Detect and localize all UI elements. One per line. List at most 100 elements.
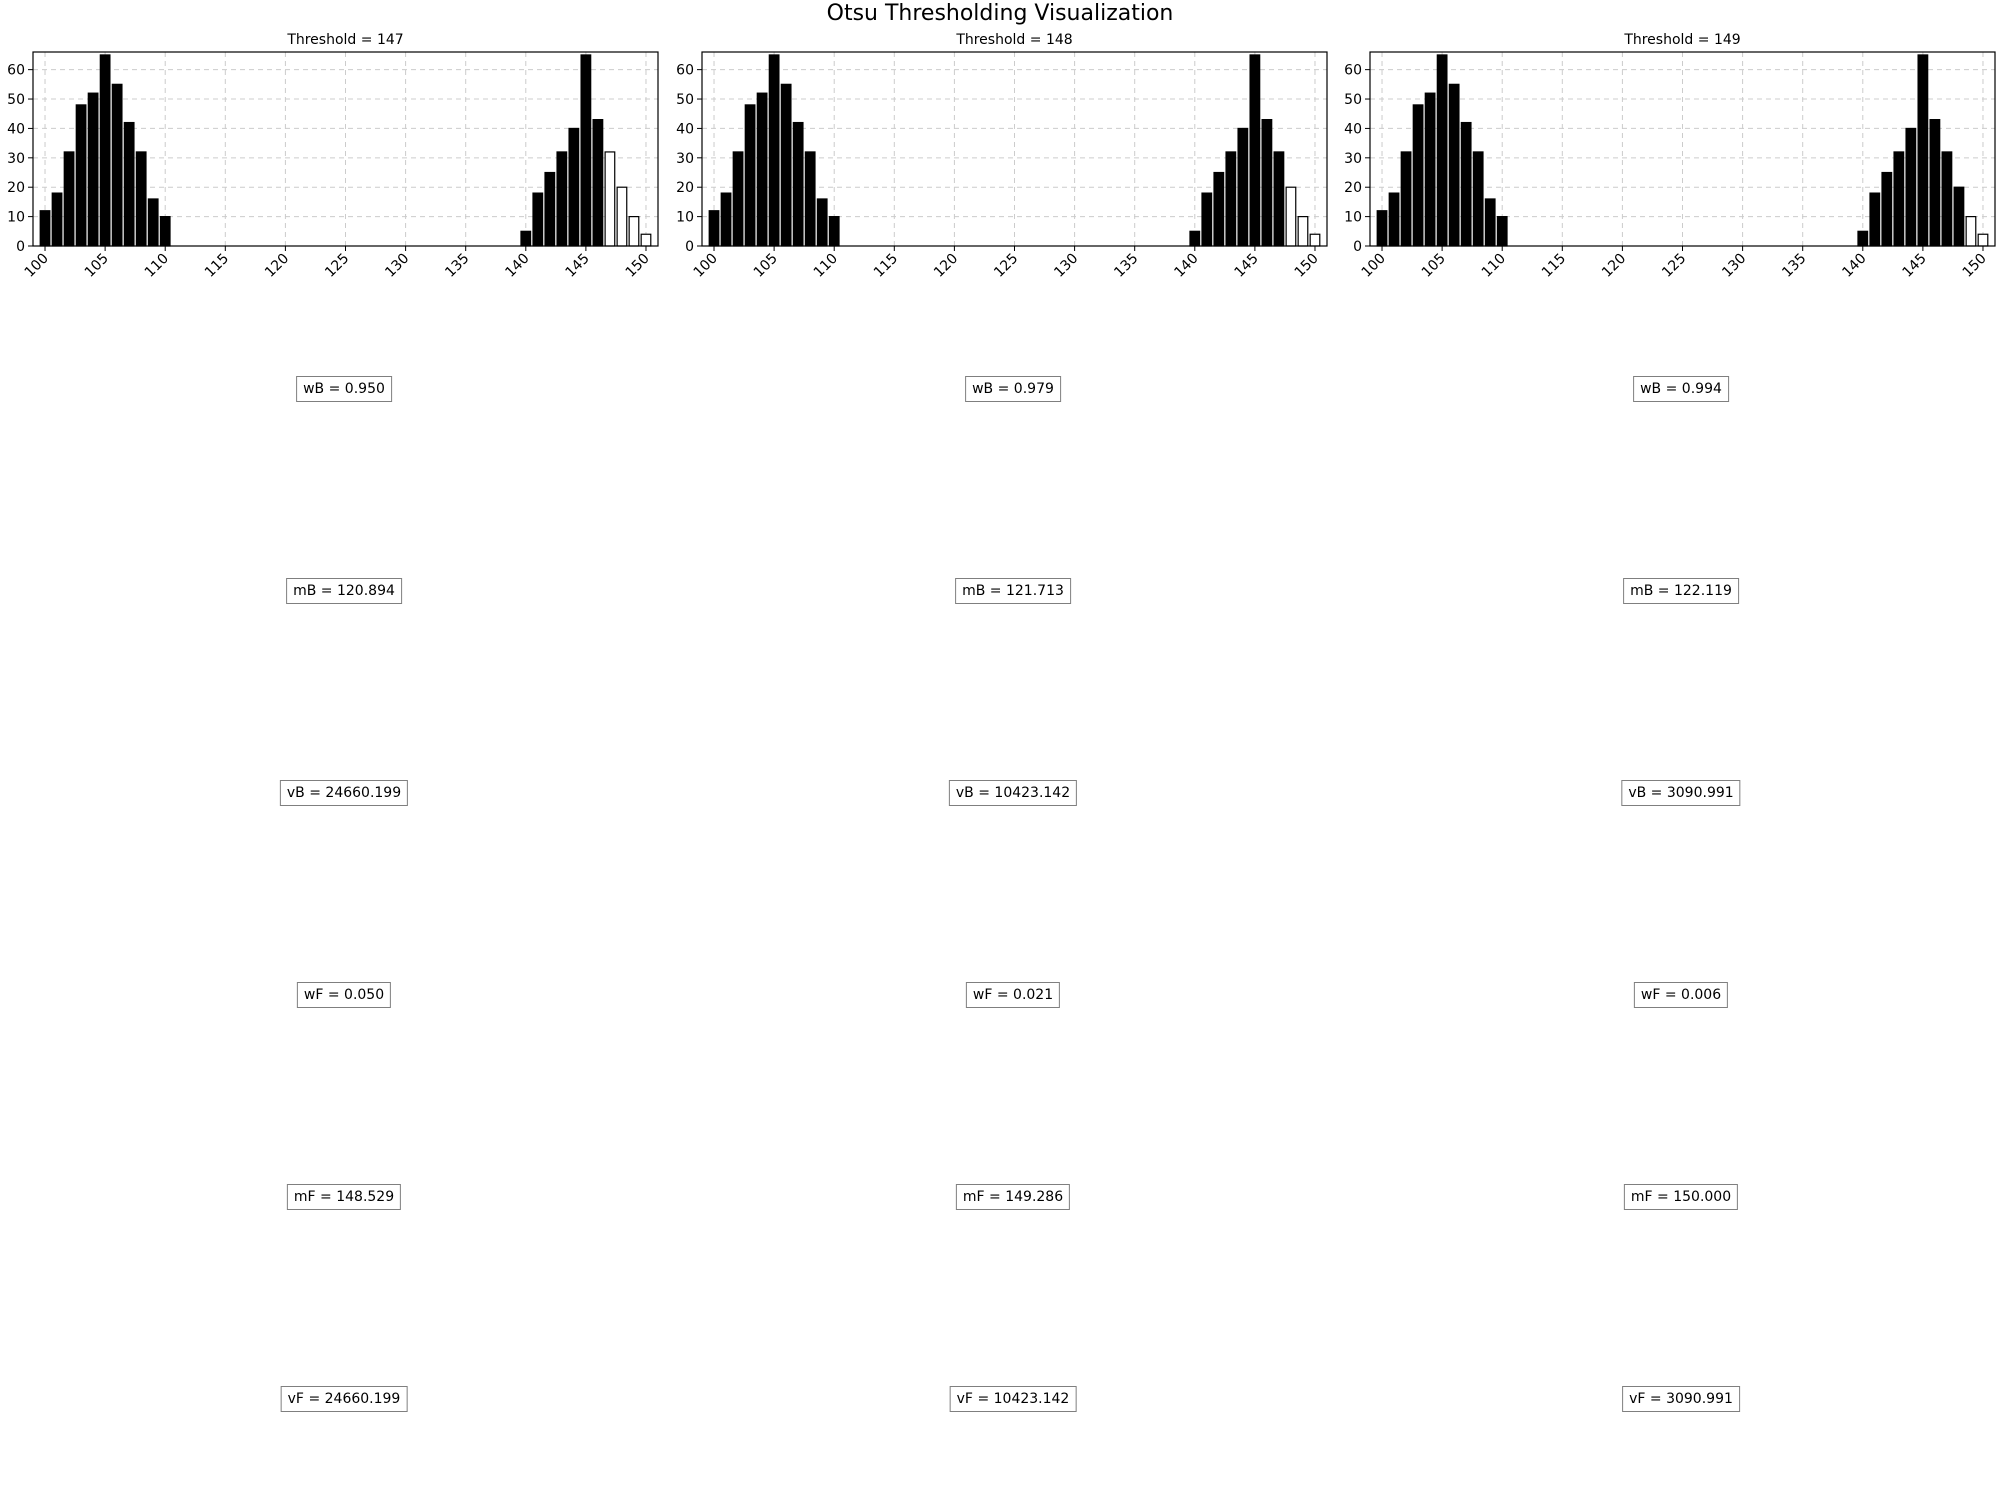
stat-value: 3090.991 [1666,785,1734,801]
background-bar [1273,151,1285,247]
stat-key: vF [956,1391,973,1407]
background-bar [1424,92,1436,247]
x-tick-label: 115 [202,251,232,281]
stat-equals: = [1645,1391,1667,1407]
histogram-panel-3: 100 105 110 115 120 125 130 135 140 145 150 0 10 20 30… [1344,32,1996,281]
stat-key: wB [1640,381,1662,397]
background-bar [1400,151,1412,247]
stat-equals: = [985,583,1006,599]
y-tick-label: 60 [7,63,25,79]
stat-equals: = [323,987,345,1003]
x-tick-label: 145 [1899,251,1929,281]
y-tick-label: 0 [16,239,25,255]
histogram-panel-1: 100 105 110 115 120 125 130 135 140 145 150 0 10 20 30… [7,32,659,281]
y-tick-label: 30 [7,151,25,167]
stat-equals: = [304,785,326,801]
stat-equals: = [984,1189,1006,1205]
foreground-bar [1977,233,1989,247]
stat-key: mB [962,583,986,599]
background-bar [1472,151,1484,247]
background-bar [816,198,828,247]
histogram-panel-2: 100 105 110 115 120 125 130 135 140 145 150 0 10 20 30… [676,32,1328,281]
background-bar [828,216,840,247]
y-tick-label: 20 [7,180,25,196]
background-bar [1201,192,1213,247]
stat-key: mF [962,1189,985,1205]
y-tick-label: 10 [1344,210,1362,226]
stat-key: wF [303,987,324,1003]
background-bar [1484,198,1496,247]
foreground-bar [1965,216,1977,247]
background-bar [1941,151,1953,247]
background-bar [1460,121,1472,247]
stat-key: wF [972,987,993,1003]
foreground-bar [616,186,628,247]
y-tick-label: 0 [685,239,694,255]
x-tick-label: 145 [562,251,592,281]
background-bar [580,54,592,247]
stat-equals: = [972,1391,994,1407]
background-bar [1881,171,1893,247]
foreground-bar [640,233,652,247]
background-bar [568,127,580,247]
stat-box-vF: vF = 24660.199 [280,1386,408,1412]
stat-key: mB [293,583,317,599]
background-bar [1225,151,1237,247]
background-bar [1249,54,1261,247]
panel-title: Threshold = 149 [1623,32,1740,48]
background-bar [804,151,816,247]
stat-value: 120.894 [336,583,395,599]
stat-key: wF [1640,987,1661,1003]
x-tick-label: 115 [1539,251,1569,281]
figure-title: Otsu Thresholding Visualization [827,1,1174,26]
x-tick-label: 130 [1051,251,1081,281]
stat-value: 0.979 [1013,381,1054,397]
background-bar [1496,216,1508,247]
stat-key: vB [955,785,974,801]
stat-value: 0.950 [344,381,385,397]
background-bar [1376,210,1388,247]
y-tick-label: 30 [676,151,694,167]
stat-box-mB: mB = 122.119 [1623,578,1739,604]
stat-key: wB [972,381,994,397]
x-tick-label: 130 [1719,251,1749,281]
stat-equals: = [992,987,1014,1003]
background-bar [99,54,111,247]
stat-box-mF: mF = 148.529 [286,1184,402,1210]
background-bar [732,151,744,247]
background-bar [87,92,99,247]
stat-value: 0.006 [1681,987,1722,1003]
stat-equals: = [1661,381,1682,397]
y-tick-label: 40 [7,121,25,137]
panel-title: Threshold = 147 [286,32,403,48]
stat-value: 0.050 [344,987,385,1003]
y-tick-label: 60 [1344,63,1362,79]
background-bar [556,151,568,247]
stat-value: 149.286 [1005,1189,1064,1205]
stat-box-mB: mB = 120.894 [286,578,402,604]
stat-value: 0.021 [1013,987,1054,1003]
x-tick-label: 150 [1292,251,1322,281]
stat-box-vB: vB = 10423.142 [948,780,1078,806]
stat-key: mF [1630,1189,1653,1205]
stat-value: 3090.991 [1666,1391,1733,1407]
background-bar [780,83,792,247]
stat-value: 0.994 [1681,381,1722,397]
stat-equals: = [316,583,337,599]
stat-box-mF: mF = 149.286 [955,1184,1071,1210]
background-bar [75,104,87,247]
x-tick-label: 150 [1960,251,1990,281]
stat-equals: = [973,785,995,801]
background-bar [135,151,147,247]
x-tick-label: 100 [22,251,52,281]
stat-equals: = [303,1391,325,1407]
background-bar [1917,54,1929,247]
background-bar [708,210,720,247]
x-tick-label: 140 [502,251,532,281]
background-bar [544,171,556,247]
background-bar [1869,192,1881,247]
background-bar [51,192,63,247]
stat-key: mB [1630,583,1654,599]
x-tick-label: 125 [991,251,1021,281]
